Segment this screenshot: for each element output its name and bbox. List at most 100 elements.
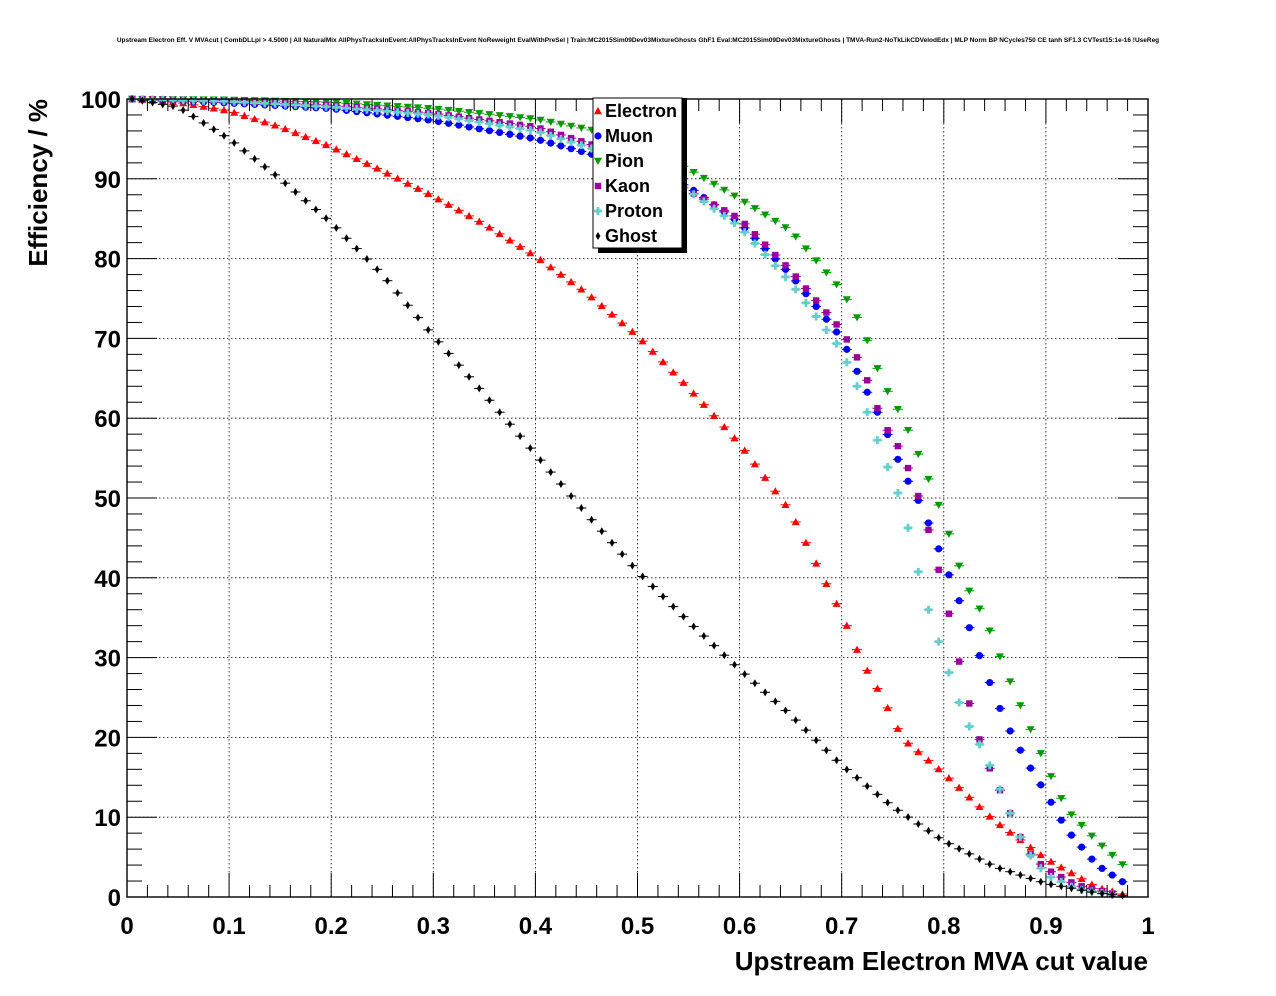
data-point — [679, 378, 688, 386]
data-point — [905, 813, 911, 822]
data-point — [262, 162, 268, 171]
data-point — [853, 367, 861, 375]
data-point — [303, 196, 309, 205]
data-point — [526, 126, 535, 135]
data-point — [924, 475, 933, 484]
data-point — [465, 123, 473, 131]
data-point — [791, 517, 800, 526]
data-point — [681, 612, 686, 621]
y-tick-label: 80 — [94, 247, 121, 274]
data-point — [578, 503, 584, 512]
data-point — [629, 561, 635, 570]
data-point — [619, 550, 625, 559]
data-point — [546, 131, 555, 140]
data-point — [577, 124, 586, 132]
data-point — [801, 538, 810, 546]
data-point — [803, 726, 809, 735]
data-point — [546, 263, 555, 271]
data-point — [383, 107, 392, 116]
data-point — [934, 501, 943, 509]
data-point — [721, 651, 727, 660]
data-point — [1026, 764, 1035, 772]
data-point — [425, 325, 431, 334]
data-point — [853, 645, 862, 653]
data-point — [925, 526, 932, 534]
data-point — [495, 121, 504, 130]
data-point — [538, 456, 543, 465]
data-point — [895, 806, 901, 815]
data-point — [444, 113, 453, 122]
data-point — [669, 368, 678, 376]
data-point — [179, 96, 188, 105]
data-point — [711, 641, 717, 650]
data-point — [873, 436, 882, 445]
data-point — [1036, 850, 1045, 859]
data-point — [384, 276, 390, 285]
data-point — [965, 624, 973, 632]
data-point — [556, 270, 565, 278]
data-point — [373, 164, 382, 172]
data-point — [894, 455, 902, 463]
data-point — [374, 265, 380, 274]
data-point — [434, 117, 443, 126]
data-point — [659, 357, 668, 366]
data-point — [945, 571, 953, 579]
x-tick-label: 0.2 — [315, 913, 348, 940]
data-point — [985, 627, 994, 635]
data-point — [311, 136, 320, 145]
data-point — [240, 98, 249, 107]
data-point — [832, 599, 841, 607]
data-point — [231, 138, 237, 147]
data-point — [556, 120, 565, 128]
data-point — [863, 408, 872, 417]
data-point — [436, 337, 441, 346]
data-point — [904, 477, 912, 485]
x-tick-label: 0.9 — [1029, 913, 1062, 940]
data-point — [1006, 828, 1015, 836]
data-point — [965, 793, 974, 801]
data-point — [383, 102, 392, 110]
data-point — [189, 96, 198, 105]
data-point — [914, 747, 923, 756]
data-point — [648, 347, 657, 355]
data-point — [219, 97, 228, 106]
y-tick-label: 30 — [94, 646, 121, 673]
data-point — [201, 118, 206, 127]
data-point — [445, 119, 453, 127]
data-point — [281, 100, 290, 109]
data-point — [1058, 882, 1064, 891]
data-point — [864, 782, 870, 791]
data-point — [771, 261, 780, 270]
data-point — [885, 798, 891, 807]
data-point — [1047, 868, 1055, 875]
data-point — [812, 297, 820, 304]
data-point — [1057, 795, 1066, 803]
data-point — [1038, 877, 1044, 886]
data-point — [823, 309, 830, 316]
data-point — [1047, 798, 1055, 806]
data-point — [332, 103, 341, 112]
data-point — [741, 220, 748, 228]
legend-marker-kaon — [594, 182, 602, 190]
data-point — [383, 169, 392, 177]
data-point — [1028, 874, 1033, 883]
data-point — [751, 231, 759, 238]
data-point — [393, 112, 402, 120]
data-point — [160, 100, 166, 109]
data-point — [536, 128, 545, 137]
data-point — [822, 579, 831, 587]
x-tick-label: 0.8 — [927, 913, 960, 940]
data-point — [1077, 874, 1086, 883]
data-point — [476, 384, 482, 393]
data-point — [281, 124, 290, 133]
data-point — [691, 622, 697, 631]
data-point — [413, 109, 422, 118]
data-point — [240, 111, 249, 119]
data-point — [465, 116, 474, 125]
data-point — [547, 139, 555, 147]
data-point — [822, 269, 831, 277]
data-point — [475, 110, 484, 118]
data-point — [863, 337, 872, 345]
data-point — [209, 97, 218, 106]
data-point — [536, 255, 545, 264]
